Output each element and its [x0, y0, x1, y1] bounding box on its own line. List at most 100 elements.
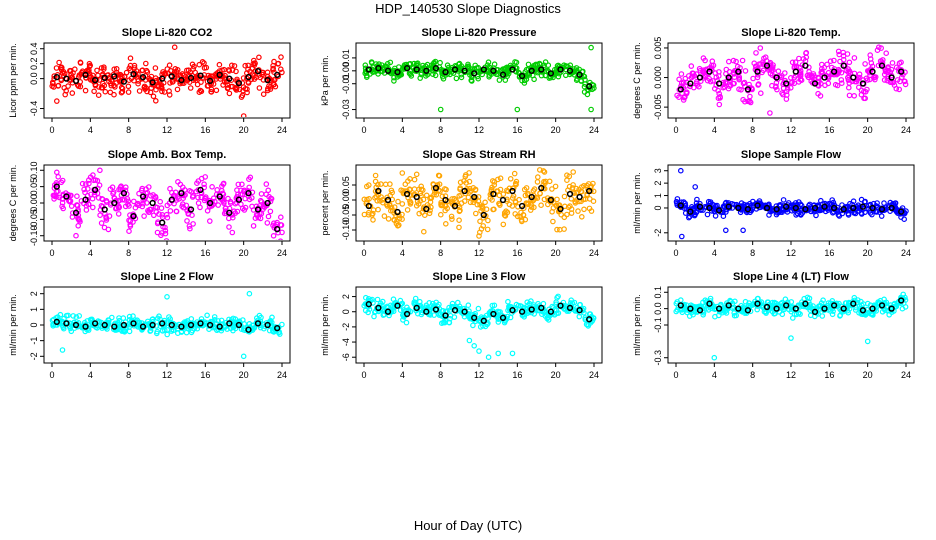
hourly-mean-point: [754, 300, 761, 307]
scatter-point: [365, 309, 371, 316]
y-tick-label: -4: [341, 338, 351, 346]
scatter-point: [208, 89, 215, 95]
scatter-point: [407, 60, 414, 67]
scatter-point: [872, 74, 879, 80]
scatter-point: [70, 70, 76, 76]
x-tick-label: 4: [400, 370, 405, 380]
scatter-point: [584, 182, 590, 189]
x-tick-label: 8: [438, 125, 443, 135]
y-axis-label: kPa per min.: [320, 55, 330, 106]
scatter-point: [417, 198, 424, 204]
scatter-point: [61, 315, 67, 322]
scatter-point: [90, 204, 96, 211]
hourly-mean-point: [566, 304, 574, 312]
scatter-point: [86, 63, 93, 70]
scatter-point: [113, 205, 120, 211]
scatter-point: [523, 185, 530, 191]
scatter-point: [94, 67, 100, 74]
hourly-mean-point: [706, 204, 713, 212]
hourly-mean-point: [264, 321, 271, 329]
scatter-point: [182, 187, 188, 193]
scatter-point: [167, 208, 174, 214]
scatter-point: [715, 87, 721, 94]
scatter-point: [851, 93, 858, 99]
scatter-point: [485, 217, 491, 224]
scatter-point: [107, 89, 114, 96]
hourly-mean-point: [869, 305, 876, 312]
scatter-point: [198, 88, 205, 95]
scatter-point: [515, 302, 522, 309]
x-tick-label: 20: [239, 125, 249, 135]
scatter-point: [82, 87, 89, 94]
scatter-point: [159, 212, 166, 218]
y-axis-label: ml/min per min.: [632, 172, 642, 234]
scatter-point: [793, 63, 800, 70]
scatter-point: [437, 211, 444, 218]
scatter-point: [216, 61, 223, 68]
hourly-mean-point: [783, 302, 790, 309]
scatter-point: [260, 91, 267, 98]
scatter-point: [159, 88, 165, 95]
hourly-mean-point: [82, 71, 89, 79]
scatter-point: [496, 77, 503, 83]
scatter-point: [889, 60, 896, 66]
scatter-point: [485, 59, 492, 66]
x-tick-label: 24: [901, 125, 911, 135]
scatter-point: [255, 212, 261, 218]
scatter-point: [399, 211, 405, 218]
panel-title: Slope Amb. Box Temp.: [108, 149, 227, 161]
scatter-point: [716, 101, 723, 108]
scatter-point: [207, 218, 213, 224]
scatter-point: [390, 296, 397, 303]
hourly-mean-point: [168, 73, 175, 80]
scatter-point: [683, 302, 690, 308]
scatter-point: [229, 229, 236, 236]
y-tick-label: 2: [341, 294, 351, 299]
scatter-point: [196, 61, 203, 68]
scatter-point: [232, 210, 239, 216]
scatter-point: [831, 66, 838, 72]
scatter-point: [257, 197, 264, 204]
y-tick-label: -0.05: [341, 205, 351, 226]
hourly-mean-point: [139, 73, 147, 81]
scatter-point: [475, 305, 482, 312]
scatter-point: [164, 327, 171, 333]
scatter-point: [819, 313, 826, 319]
scatter-point: [150, 316, 156, 322]
hourly-mean-point: [82, 323, 89, 330]
scatter-point: [242, 204, 249, 211]
scatter-point: [215, 318, 221, 324]
scatter-point: [448, 213, 455, 220]
scatter-point: [195, 194, 201, 201]
scatter-point: [772, 84, 779, 91]
scatter-point: [83, 203, 90, 209]
scatter-point: [497, 175, 504, 182]
scatter-point: [454, 299, 461, 306]
scatter-point: [254, 317, 261, 324]
scatter-point: [74, 202, 80, 208]
scatter-point: [220, 181, 227, 187]
hourly-mean-point: [413, 66, 420, 73]
y-tick-label: 0.4: [29, 42, 39, 55]
hourly-mean-point: [490, 310, 497, 318]
hourly-mean-point: [384, 67, 392, 74]
hourly-mean-point: [216, 193, 223, 200]
hourly-mean-point: [187, 321, 195, 329]
hourly-mean-point: [557, 205, 564, 213]
scatter-point: [733, 58, 739, 65]
scatter-point: [186, 73, 193, 80]
scatter-point: [198, 175, 205, 182]
scatter-point: [432, 58, 439, 65]
scatter-point: [674, 92, 680, 99]
hourly-mean-point: [811, 80, 819, 87]
scatter-point: [404, 207, 411, 213]
hourly-mean-point: [687, 80, 694, 87]
y-tick-label: -1: [29, 337, 39, 345]
data-points: [49, 290, 285, 360]
scatter-point: [902, 81, 909, 88]
scatter-point: [108, 82, 115, 89]
hourly-mean-point: [696, 203, 704, 210]
scatter-point: [213, 87, 220, 94]
hourly-mean-point: [725, 203, 732, 210]
